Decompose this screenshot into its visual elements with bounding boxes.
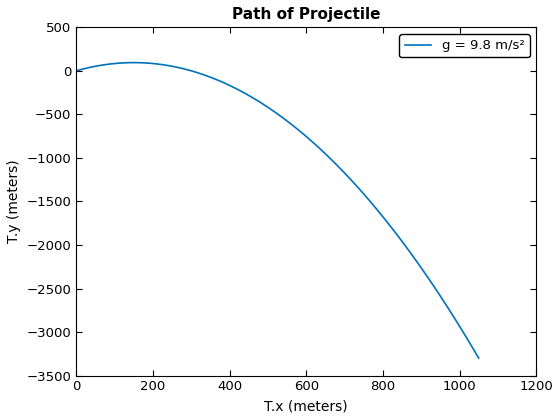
g = 9.8 m/s² [390, 227, 396, 232]
Legend: g = 9.8 m/s²: g = 9.8 m/s² [399, 34, 530, 58]
g = 9.8 m/s² [73, 68, 80, 74]
g = 9.8 m/s² [258, 100, 265, 105]
X-axis label: T.x (meters): T.x (meters) [264, 399, 348, 413]
Title: Path of Projectile: Path of Projectile [232, 7, 380, 22]
g = 9.8 m/s² [94, 63, 100, 68]
g = 9.8 m/s² [130, 60, 137, 65]
g = 9.8 m/s² [464, 336, 470, 341]
g = 9.8 m/s² [475, 356, 482, 361]
Y-axis label: T.y (meters): T.y (meters) [7, 160, 21, 243]
Line: g = 9.8 m/s²: g = 9.8 m/s² [76, 63, 479, 358]
g = 9.8 m/s² [464, 336, 470, 341]
g = 9.8 m/s² [269, 108, 276, 113]
